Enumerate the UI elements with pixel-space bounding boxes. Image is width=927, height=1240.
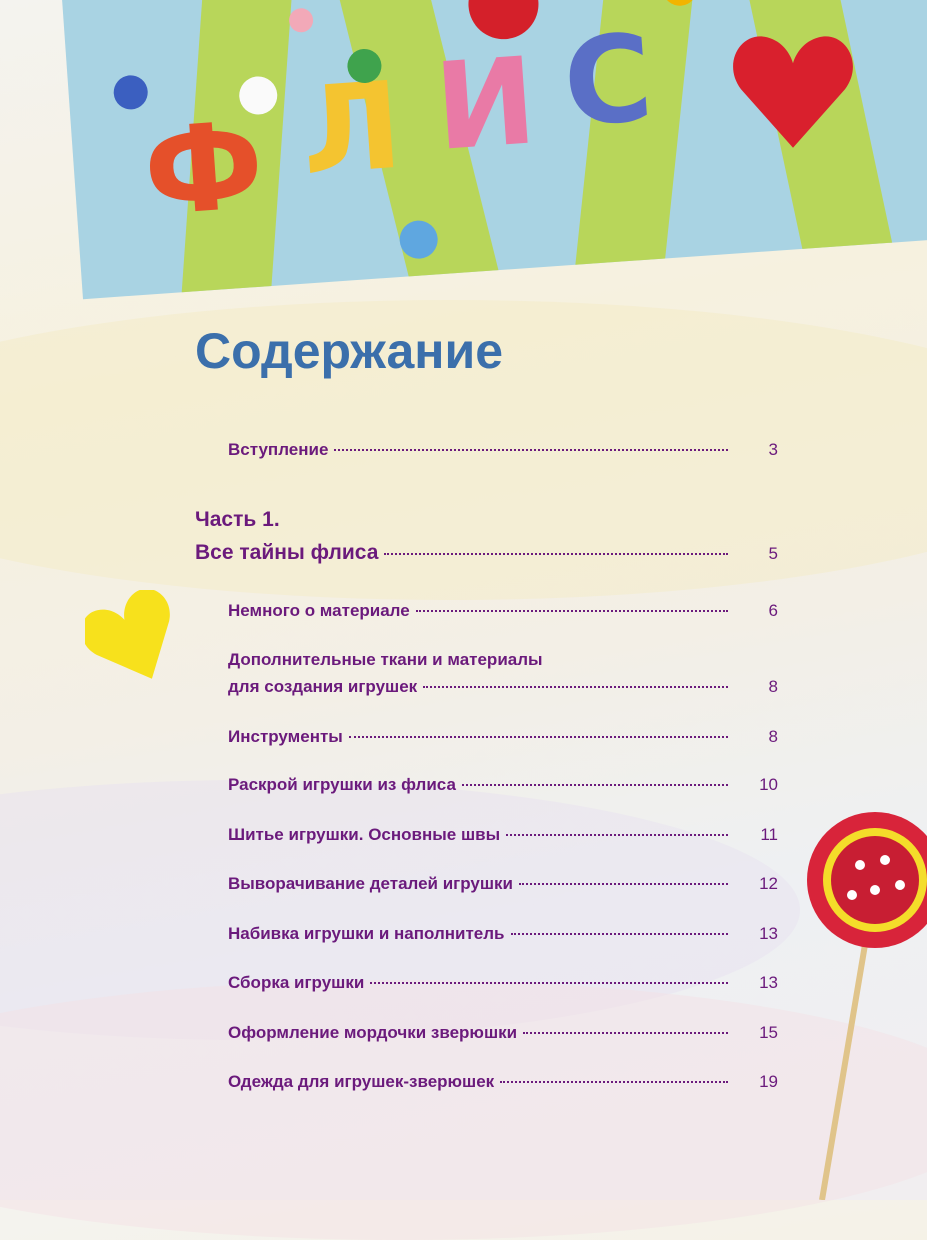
leader-dots <box>461 784 728 786</box>
felt-letter: Л <box>297 56 407 203</box>
part-heading: Часть 1. <box>195 508 280 531</box>
toc-entry-label: Шитье игрушки. Основные швы <box>228 825 501 844</box>
toc-entry-line1: Дополнительные ткани и материалы <box>228 650 778 670</box>
toc-entry[interactable]: Инструменты 8 <box>228 727 778 747</box>
toc-page-number: 13 <box>759 973 778 992</box>
felt-letter: Ф <box>139 96 269 244</box>
toc-entry-label: Немного о материале <box>228 601 410 620</box>
toc-entry-label: Дополнительные ткани и материалы <box>228 650 543 669</box>
toc-entry-label: для создания игрушек <box>228 677 418 696</box>
toc-page-number: 13 <box>759 924 778 943</box>
toc-entry-label: Сборка игрушки <box>228 973 365 992</box>
background-wave <box>0 980 927 1240</box>
felt-flower-image <box>807 812 927 1200</box>
page-title: Содержание <box>195 323 504 379</box>
toc-page-number: 19 <box>759 1072 778 1091</box>
toc-page-number: 6 <box>768 601 778 620</box>
leader-dots <box>348 736 728 738</box>
felt-letter: С <box>559 9 657 154</box>
toc-entry[interactable]: Сборка игрушки 13 <box>228 973 778 993</box>
toc-entry[interactable]: Немного о материале 6 <box>228 601 778 621</box>
leader-dots <box>334 449 728 451</box>
toc-page-number: 8 <box>768 677 778 696</box>
toc-entry-label: Оформление мордочки зверюшки <box>228 1023 518 1042</box>
toc-entry-label: Раскрой игрушки из флиса <box>228 775 456 794</box>
toc-entry-part1[interactable]: Все тайны флиса 5 <box>195 541 778 565</box>
leader-dots <box>423 686 728 688</box>
toc-entry-label: Вступление <box>228 440 329 459</box>
leader-dots <box>510 933 728 935</box>
toc-entry[interactable]: Выворачивание деталей игрушки 12 <box>228 874 778 894</box>
toc-entry-label: Выворачивание деталей игрушки <box>228 874 513 893</box>
toc-entry-label: Одежда для игрушек-зверюшек <box>228 1072 495 1091</box>
toc-page-number: 3 <box>768 440 778 459</box>
toc-entry[interactable]: Раскрой игрушки из флиса 10 <box>228 775 778 795</box>
toc-page-number: 15 <box>759 1023 778 1042</box>
felt-letter: И <box>430 32 541 178</box>
leader-dots <box>370 982 728 984</box>
toc-entry[interactable]: Оформление мордочки зверюшки 15 <box>228 1023 778 1043</box>
toc-entry[interactable]: Шитье игрушки. Основные швы 11 <box>228 825 778 845</box>
toc-entry[interactable]: Набивка игрушки и наполнитель 13 <box>228 924 778 944</box>
yellow-heart-image <box>85 590 170 679</box>
toc-entry-label: Набивка игрушки и наполнитель <box>228 924 505 943</box>
leader-dots <box>519 883 728 885</box>
leader-dots <box>523 1032 728 1034</box>
toc-entry[interactable]: для создания игрушек 8 <box>228 677 778 697</box>
leader-dots <box>500 1081 728 1083</box>
toc-page-number: 5 <box>768 544 778 563</box>
red-heart-image <box>733 36 853 148</box>
toc-entry[interactable]: Одежда для игрушек-зверюшек 19 <box>228 1072 778 1092</box>
leader-dots <box>506 834 728 836</box>
leader-dots <box>415 610 728 612</box>
leader-dots <box>384 553 728 555</box>
toc-page-number: 8 <box>768 727 778 746</box>
toc-entry-intro[interactable]: Вступление 3 <box>228 440 778 460</box>
toc-entry-label: Инструменты <box>228 727 343 746</box>
toc-entry-label: Все тайны флиса <box>195 541 379 564</box>
toc-page-number: 12 <box>759 874 778 893</box>
toc-page-number: 10 <box>759 775 778 794</box>
toc-page-number: 11 <box>760 825 778 844</box>
